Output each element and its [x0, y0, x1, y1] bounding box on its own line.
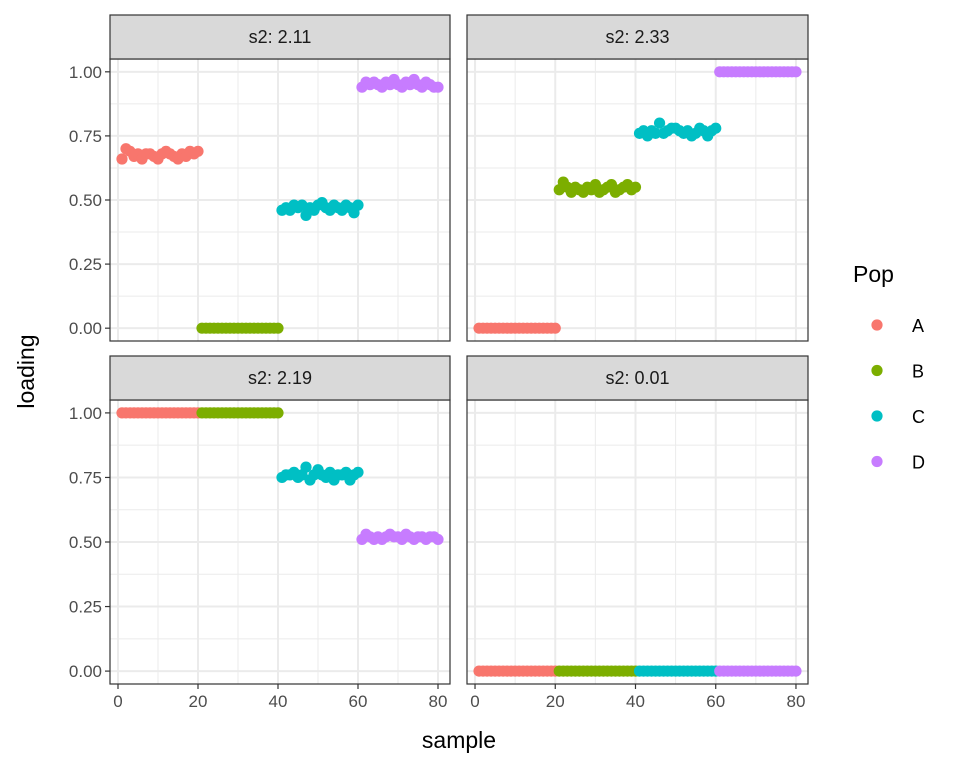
x-tick-label: 20 [546, 692, 565, 711]
data-point [192, 145, 204, 157]
data-point [352, 466, 364, 478]
data-point [432, 81, 444, 93]
y-axis-title: loading [13, 334, 39, 408]
facet-panel: s2: 0.01 0 20 40 60 80 [466, 355, 809, 711]
legend-label: A [912, 316, 924, 336]
y-tick-label: 1.00 [69, 63, 102, 82]
data-point [649, 127, 662, 139]
y-tick-label: 0.50 [69, 191, 102, 210]
legend-key [871, 410, 883, 422]
data-point [432, 533, 444, 546]
strip-label: s2: 0.01 [605, 368, 669, 388]
data-point [272, 407, 284, 419]
strip-label: s2: 2.11 [249, 27, 312, 47]
data-point [352, 199, 364, 211]
data-point [710, 122, 722, 134]
data-point [116, 153, 128, 165]
strip-background [109, 14, 451, 60]
x-tick-label: 40 [626, 692, 645, 711]
x-tick-label: 40 [269, 692, 288, 711]
data-point [790, 66, 802, 78]
x-tick-label: 20 [189, 692, 208, 711]
y-tick-label: 0.75 [69, 127, 102, 146]
y-tick-label: 0.75 [69, 468, 102, 487]
strip-background [466, 14, 809, 60]
data-point [549, 322, 561, 334]
data-point [300, 461, 312, 473]
strip-label: s2: 2.19 [248, 368, 312, 388]
x-tick-label: 0 [113, 692, 122, 711]
legend-key [871, 364, 883, 377]
y-tick-label: 0.25 [69, 255, 102, 274]
x-tick-label: 80 [429, 692, 448, 711]
x-tick-label: 60 [349, 692, 368, 711]
y-tick-label: 0.00 [69, 662, 102, 681]
y-tick-label: 0.00 [69, 319, 102, 338]
y-tick-label: 1.00 [69, 404, 102, 423]
x-tick-label: 80 [787, 692, 806, 711]
x-tick-label: 0 [470, 692, 479, 711]
data-point [653, 117, 666, 129]
legend-label: D [912, 453, 925, 473]
facet-panel: s2: 2.19 0.00 0.25 0.50 0.75 1.00 0 20 40 60 80 [69, 355, 451, 711]
y-tick-label: 0.50 [69, 533, 102, 552]
legend-title: Pop [853, 261, 894, 287]
legend-label: B [912, 362, 924, 382]
facet-panel: s2: 2.33 [466, 14, 809, 342]
x-axis-title: sample [422, 727, 496, 753]
strip-background [109, 355, 451, 401]
data-point [272, 322, 284, 334]
strip-background [466, 355, 809, 401]
y-tick-label: 0.25 [69, 598, 102, 617]
strip-label: s2: 2.33 [605, 27, 669, 47]
data-point [629, 181, 642, 193]
facet-panels: s2: 2.11 0.00 0.25 0.50 0.75 1.00 s2: 2.33 s2: … [69, 14, 809, 711]
legend-key [871, 319, 883, 331]
x-tick-label: 60 [706, 692, 725, 711]
legend-key [871, 455, 883, 468]
data-point [790, 665, 802, 677]
legend-label: C [912, 407, 925, 427]
facet-panel: s2: 2.11 0.00 0.25 0.50 0.75 1.00 [69, 14, 451, 342]
legend: Pop A B C D [853, 261, 925, 473]
